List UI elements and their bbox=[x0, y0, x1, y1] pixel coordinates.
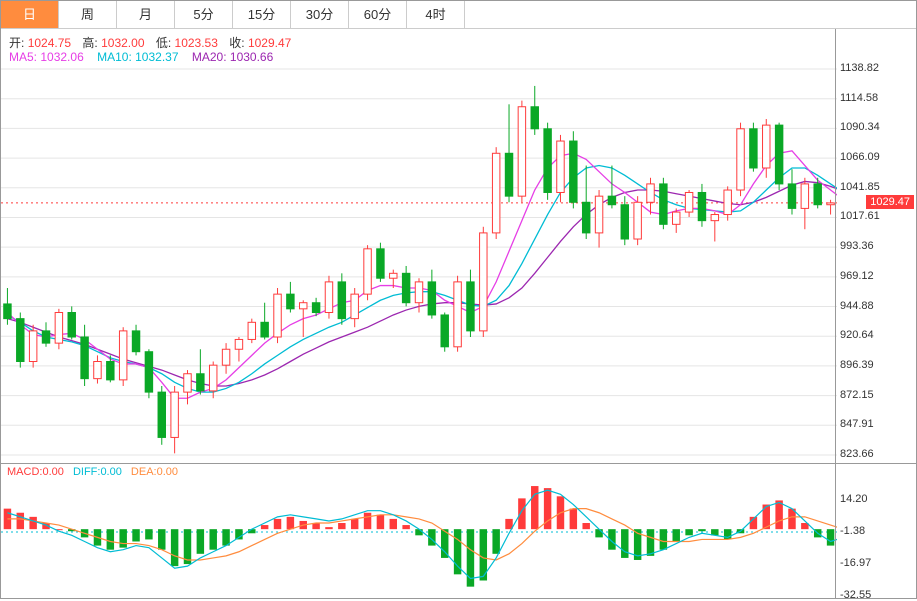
price-tick: 1066.09 bbox=[840, 151, 880, 163]
price-tick: 1090.34 bbox=[840, 121, 880, 133]
price-tick: 823.66 bbox=[840, 448, 874, 460]
price-tick: 920.64 bbox=[840, 329, 874, 341]
macd-axis: 14.20 -1.38 -16.97 -32.55 bbox=[835, 463, 916, 599]
price-tick: 847.91 bbox=[840, 418, 874, 430]
tab-30分[interactable]: 30分 bbox=[291, 1, 349, 28]
tab-5分[interactable]: 5分 bbox=[175, 1, 233, 28]
tab-60分[interactable]: 60分 bbox=[349, 1, 407, 28]
macd-chart bbox=[1, 480, 837, 600]
candlestick-chart[interactable] bbox=[1, 29, 837, 463]
price-tick: 969.12 bbox=[840, 270, 874, 282]
price-tick: 1114.58 bbox=[840, 92, 878, 104]
price-tick: 872.15 bbox=[840, 389, 874, 401]
macd-tick: -1.38 bbox=[840, 525, 865, 537]
tab-4时[interactable]: 4时 bbox=[407, 1, 465, 28]
last-price-tag: 1029.47 bbox=[866, 195, 914, 209]
macd-pane[interactable]: MACD:0.00 DIFF:0.00 DEA:0.00 bbox=[1, 463, 837, 599]
dea-label: DEA:0.00 bbox=[131, 466, 178, 478]
macd-tick: -32.55 bbox=[840, 589, 871, 601]
price-tick: 1138.82 bbox=[840, 62, 879, 74]
macd-tick: 14.20 bbox=[840, 493, 868, 505]
tab-15分[interactable]: 15分 bbox=[233, 1, 291, 28]
price-tick: 1017.61 bbox=[840, 210, 880, 222]
diff-label: DIFF:0.00 bbox=[73, 466, 122, 478]
price-tick: 1041.85 bbox=[840, 181, 880, 193]
price-axis: 1138.82 1114.58 1090.34 1066.09 1041.85 1017.… bbox=[835, 29, 916, 463]
price-tick: 993.36 bbox=[840, 240, 874, 252]
price-tick: 896.39 bbox=[840, 359, 874, 371]
macd-label: MACD:0.00 bbox=[7, 466, 64, 478]
tab-周[interactable]: 周 bbox=[59, 1, 117, 28]
macd-tick: -16.97 bbox=[840, 557, 871, 569]
macd-readout: MACD:0.00 DIFF:0.00 DEA:0.00 bbox=[7, 466, 178, 478]
tab-日[interactable]: 日 bbox=[1, 1, 59, 28]
timeframe-tabs: 日周月5分15分30分60分4时 bbox=[1, 1, 916, 29]
price-tick: 944.88 bbox=[840, 300, 874, 312]
tab-月[interactable]: 月 bbox=[117, 1, 175, 28]
